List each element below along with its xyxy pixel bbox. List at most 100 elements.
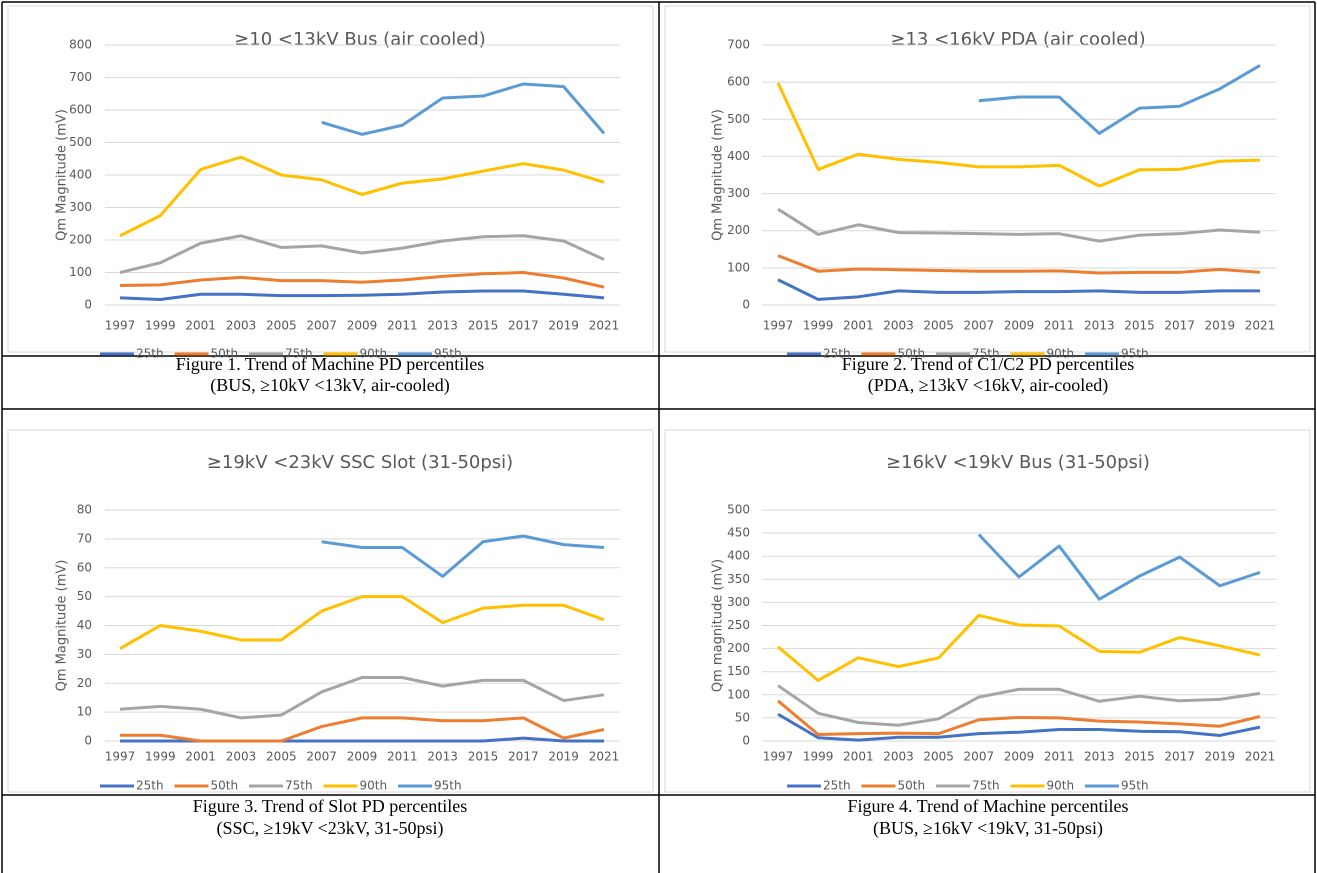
x-tick-label: 1999 [803, 319, 834, 333]
series-line [776, 82, 1261, 188]
legend-label: 90th [1047, 779, 1075, 793]
x-tick-label: 2017 [1164, 750, 1195, 764]
chart-frame [7, 5, 654, 353]
y-tick-label: 150 [727, 664, 750, 678]
legend-label: 25th [823, 347, 851, 361]
x-tick-label: 2017 [1164, 319, 1195, 333]
y-axis-title: Qm Magnitude (mV) [55, 109, 70, 241]
x-tick-label: 2007 [964, 319, 995, 333]
x-tick-label: 2019 [1205, 319, 1236, 333]
y-axis-title: Qm Magnitude (mV) [55, 560, 70, 692]
y-tick-label: 50 [735, 710, 750, 724]
legend-label: 50th [898, 347, 926, 361]
x-tick-label: 2001 [843, 750, 874, 764]
figure-caption: Figure 1. Trend of Machine PD percentile… [176, 354, 484, 374]
x-tick-label: 2019 [548, 750, 579, 764]
series-line [777, 712, 1261, 742]
x-tick-label: 2005 [266, 750, 297, 764]
x-tick-label: 2011 [387, 750, 418, 764]
x-tick-label: 1997 [105, 750, 136, 764]
series-line [321, 534, 605, 578]
legend-label: 25th [136, 347, 164, 361]
legend-label: 75th [285, 779, 313, 793]
y-tick-label: 400 [727, 149, 750, 163]
y-tick-label: 800 [69, 38, 92, 52]
x-tick-label: 2015 [468, 750, 499, 764]
y-tick-label: 50 [77, 589, 92, 603]
chart-title: ≥16kV <19kV Bus (31-50psi) [886, 452, 1150, 473]
x-tick-label: 2003 [226, 319, 257, 333]
y-tick-label: 400 [69, 168, 92, 182]
legend-label: 50th [211, 347, 239, 361]
x-tick-label: 1999 [803, 750, 834, 764]
x-tick-label: 2001 [185, 750, 216, 764]
y-tick-label: 400 [727, 549, 750, 563]
series-line [977, 533, 1261, 601]
y-tick-label: 20 [77, 676, 92, 690]
x-tick-label: 1997 [763, 750, 794, 764]
y-tick-label: 0 [742, 298, 750, 312]
y-tick-label: 40 [77, 618, 92, 632]
y-axis-title: Qm Magnitude (mV) [711, 109, 726, 241]
x-tick-label: 2017 [508, 319, 539, 333]
chart-frames [7, 5, 1311, 793]
series-line [119, 271, 605, 289]
x-tick-label: 2009 [1004, 319, 1035, 333]
x-tick-label: 2021 [589, 319, 620, 333]
x-tick-label: 1999 [145, 750, 176, 764]
series-line [777, 613, 1261, 682]
x-tick-label: 2009 [1004, 750, 1035, 764]
figure-caption: (BUS, ≥10kV <13kV, air-cooled) [210, 375, 449, 396]
y-tick-label: 500 [69, 135, 92, 149]
x-tick-label: 2005 [923, 319, 954, 333]
x-tick-label: 2007 [306, 750, 337, 764]
figure-caption: (PDA, ≥13kV <16kV, air-cooled) [868, 375, 1108, 396]
x-tick-label: 1997 [763, 319, 794, 333]
legend-label: 50th [898, 779, 926, 793]
x-tick-label: 2015 [1124, 319, 1155, 333]
x-tick-label: 2003 [883, 750, 914, 764]
x-tick-label: 2011 [387, 319, 418, 333]
y-tick-label: 700 [69, 70, 92, 84]
x-tick-label: 2019 [548, 319, 579, 333]
x-tick-label: 2001 [843, 319, 874, 333]
x-tick-label: 2001 [185, 319, 216, 333]
x-tick-label: 2021 [1245, 750, 1276, 764]
x-tick-label: 2021 [589, 750, 620, 764]
x-tick-label: 2015 [1124, 750, 1155, 764]
y-tick-label: 500 [727, 503, 750, 517]
legend-label: 50th [211, 779, 239, 793]
x-tick-label: 2005 [923, 750, 954, 764]
y-tick-label: 10 [77, 705, 92, 719]
legend-label: 25th [136, 779, 164, 793]
y-tick-label: 700 [727, 38, 750, 52]
y-tick-label: 200 [69, 233, 92, 247]
x-tick-label: 2003 [226, 750, 257, 764]
legend-label: 25th [823, 779, 851, 793]
x-tick-label: 2013 [1084, 750, 1115, 764]
legend-label: 75th [972, 347, 1000, 361]
x-tick-label: 2011 [1044, 319, 1075, 333]
chart-title: ≥13 <16kV PDA (air cooled) [890, 29, 1145, 50]
series-line [777, 699, 1261, 737]
y-tick-label: 300 [69, 200, 92, 214]
y-tick-label: 300 [727, 595, 750, 609]
y-tick-label: 600 [727, 75, 750, 89]
figure-caption: (SSC, ≥19kV <23kV, 31-50psi) [217, 818, 444, 839]
y-tick-label: 30 [77, 647, 92, 661]
figure-caption: Figure 3. Trend of Slot PD percentiles [193, 796, 468, 816]
series-line [119, 675, 605, 720]
y-tick-label: 250 [727, 618, 750, 632]
y-tick-label: 100 [727, 687, 750, 701]
x-tick-label: 1997 [105, 319, 136, 333]
series-line [119, 155, 605, 238]
series-line [777, 278, 1260, 301]
figure-caption: Figure 4. Trend of Machine percentiles [848, 796, 1129, 816]
x-tick-label: 2003 [883, 319, 914, 333]
legend-label: 95th [434, 347, 462, 361]
series-line [777, 207, 1261, 243]
series-line [119, 234, 605, 274]
y-tick-label: 70 [77, 531, 92, 545]
